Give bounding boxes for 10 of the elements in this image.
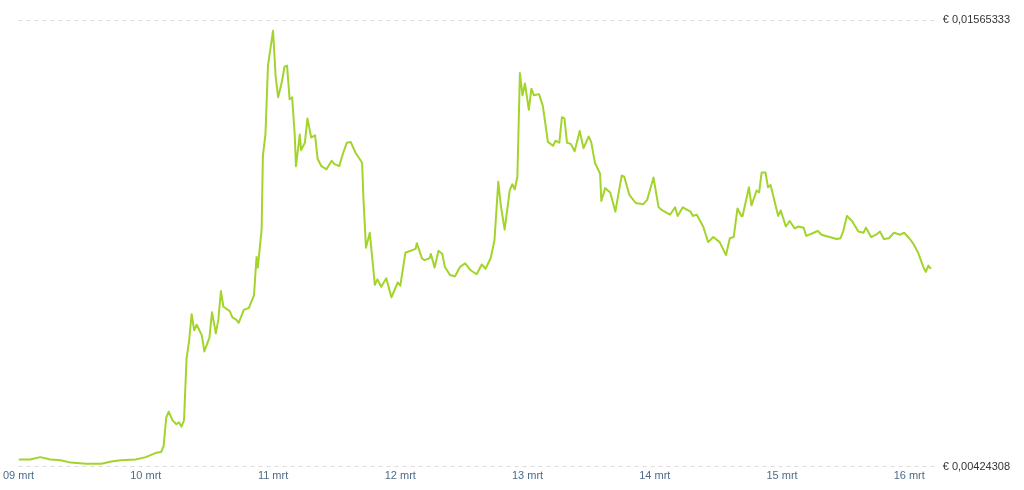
x-tick-label: 13 mrt <box>511 469 544 482</box>
x-tick-label: 15 mrt <box>766 469 798 482</box>
x-tick-label: 10 mrt <box>130 469 162 482</box>
x-tick-label: 12 mrt <box>384 469 416 482</box>
x-tick-label: 14 mrt <box>639 469 671 482</box>
y-tick-label: € 0,01565333 <box>942 13 1011 26</box>
x-tick-label: 09 mrt <box>2 469 35 482</box>
x-tick-label: 16 mrt <box>893 469 925 482</box>
x-tick-label: 11 mrt <box>257 469 289 482</box>
y-tick-label: € 0,00424308 <box>942 459 1011 472</box>
